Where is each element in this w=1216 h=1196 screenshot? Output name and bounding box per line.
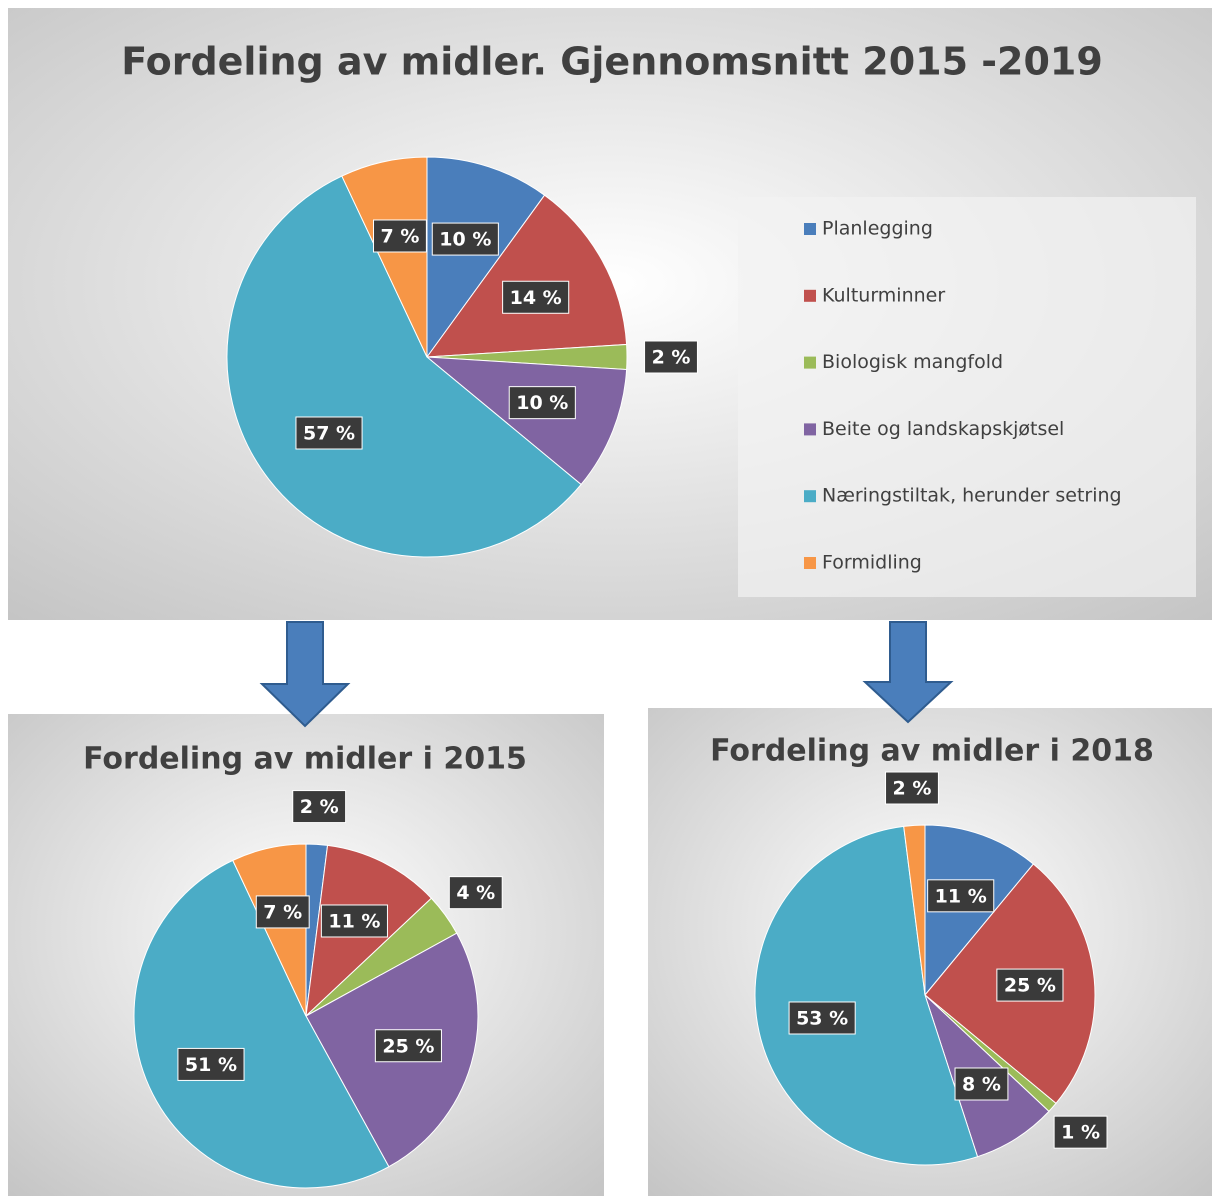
legend-label: Næringstiltak, herunder setring [822, 485, 1122, 507]
data-label: 11 % [328, 910, 380, 932]
pie-slice [232, 843, 307, 1017]
legend-swatch [804, 356, 816, 369]
data-label-box [320, 904, 388, 938]
chart-title: Fordeling av midler i 2018 [710, 734, 1154, 769]
data-label-box [996, 968, 1064, 1002]
pie-slice [425, 356, 628, 486]
pie-slice [426, 156, 546, 359]
arrow [862, 621, 954, 724]
data-label-box [295, 416, 363, 450]
data-label-box [927, 879, 995, 913]
data-label: 2 % [652, 347, 691, 369]
pie-slice [133, 859, 390, 1189]
data-label: 51 % [185, 1054, 237, 1076]
data-label: 2 % [893, 778, 932, 800]
data-label-box [292, 790, 347, 824]
data-label-box [788, 1001, 856, 1035]
data-label: 57 % [303, 423, 355, 445]
data-label: 7 % [381, 225, 420, 247]
data-label-box [431, 222, 499, 256]
chart-title: Fordeling av midler. Gjennomsnitt 2015 -… [121, 40, 1103, 84]
legend-swatch [804, 223, 816, 235]
data-label: 10 % [439, 229, 491, 251]
legend-swatch [804, 289, 816, 302]
data-label-box [373, 219, 427, 253]
data-label-box [954, 1067, 1009, 1101]
data-label: 53 % [796, 1007, 848, 1029]
data-label: 2 % [300, 796, 339, 818]
data-label: 8 % [962, 1073, 1001, 1095]
arrow [259, 621, 351, 728]
legend-label: Biologisk mangfold [822, 351, 1003, 373]
data-label: 7 % [263, 901, 302, 923]
data-label-box [644, 340, 698, 374]
legend-label: Formidling [822, 552, 922, 574]
data-label-box [374, 1029, 442, 1063]
pie-slice [903, 824, 926, 996]
pie-slice [754, 825, 979, 1166]
legend-label: Kulturminner [822, 284, 945, 306]
data-label: 11 % [935, 885, 987, 907]
legend-swatch [804, 490, 816, 503]
pie-slice [341, 156, 428, 358]
legend-label: Beite og landskapskjøtsel [822, 418, 1064, 440]
data-label-box [1053, 1115, 1108, 1149]
data-label-box [502, 280, 570, 314]
data-label: 25 % [382, 1035, 434, 1057]
legend-label: Planlegging [822, 218, 933, 240]
data-label: 4 % [456, 882, 495, 904]
data-label: 1 % [1061, 1122, 1100, 1144]
legend-box [738, 197, 1196, 597]
data-label: 14 % [510, 287, 562, 309]
data-label-box [177, 1047, 245, 1081]
data-label-box [448, 876, 503, 910]
legend-swatch [804, 557, 816, 569]
data-label-box [885, 771, 939, 805]
chart-title: Fordeling av midler i 2015 [83, 742, 527, 777]
data-label-box [508, 386, 576, 420]
legend-swatch [804, 423, 816, 436]
pie-slice [226, 175, 582, 558]
pie-slice [425, 194, 628, 358]
data-label: 10 % [516, 392, 568, 414]
data-label-box [255, 895, 310, 929]
data-label: 25 % [1004, 975, 1056, 997]
